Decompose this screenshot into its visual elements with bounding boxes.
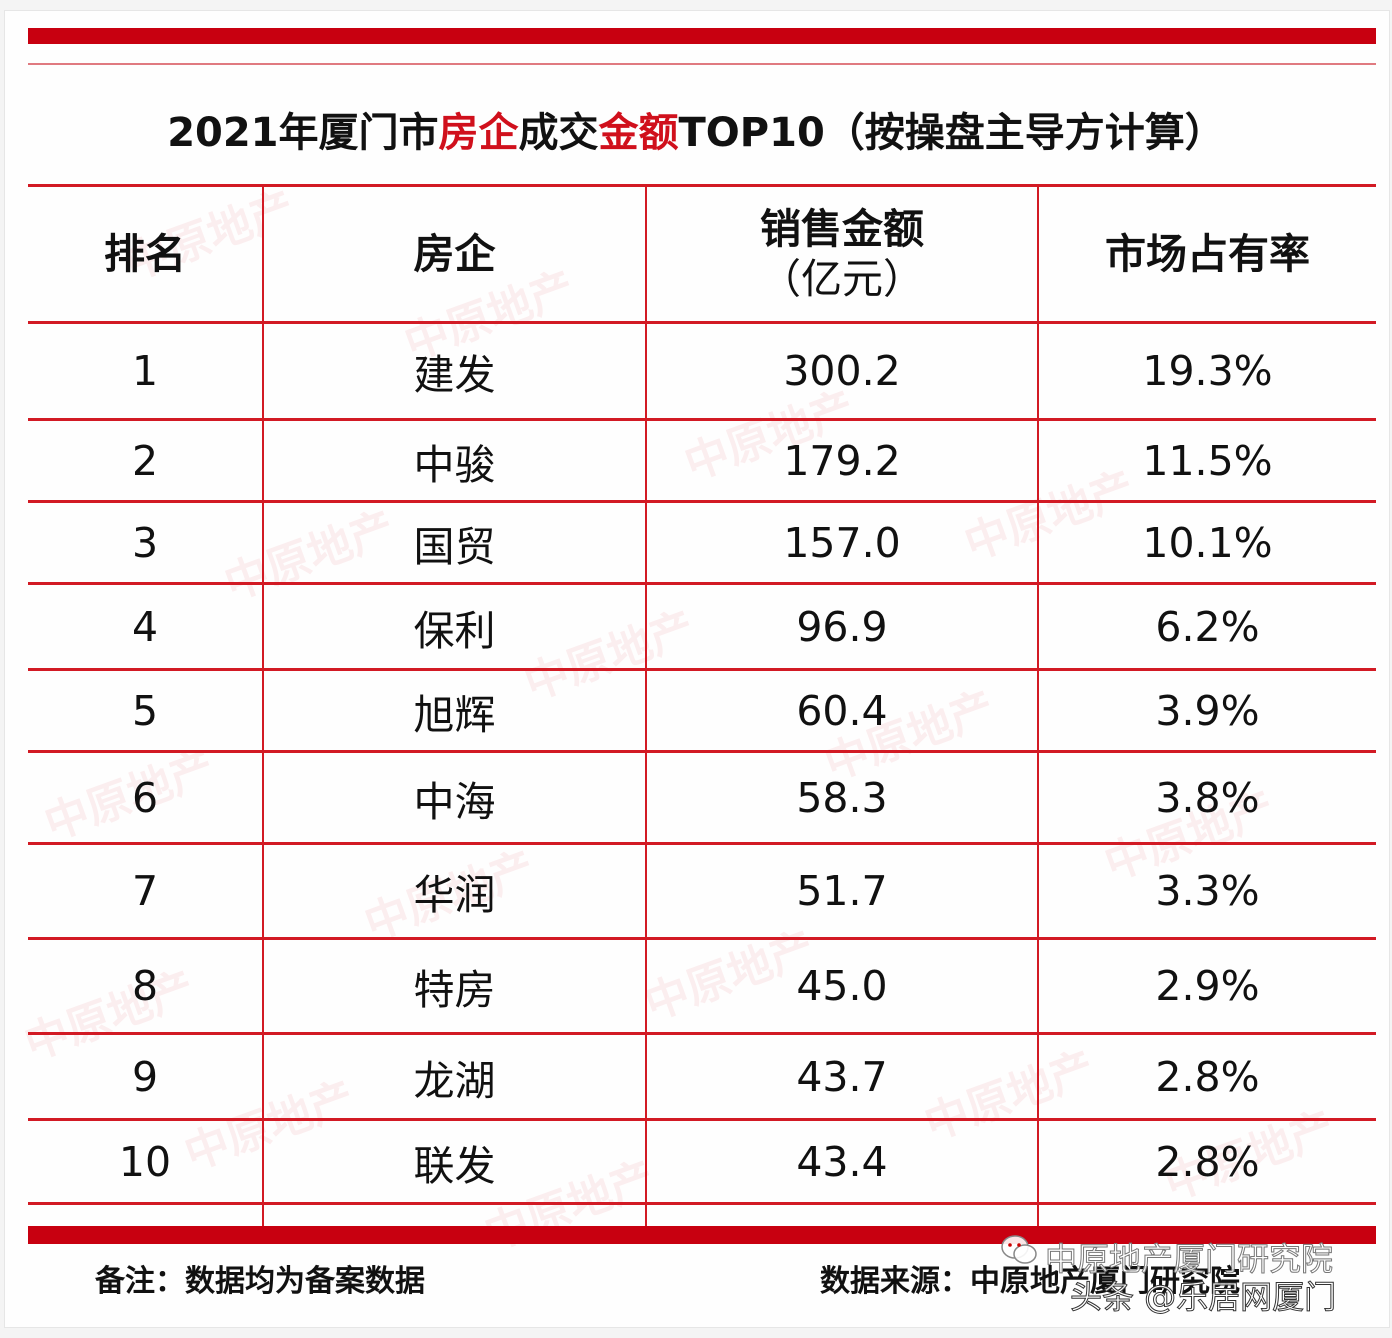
cell-company: 特房 — [262, 937, 646, 1034]
cell-amount: 43.7 — [645, 1032, 1038, 1120]
cell-amount: 300.2 — [645, 321, 1038, 420]
table-row: 6 中海 58.3 3.8% — [28, 750, 1376, 844]
cell-share: 3.3% — [1037, 842, 1376, 939]
watermark-org: 中原地产厦门研究院 — [1044, 1240, 1334, 1279]
cell-rank: 5 — [28, 668, 263, 752]
table-row: 4 保利 96.9 6.2% — [28, 582, 1376, 670]
top-red-bar — [28, 28, 1376, 44]
cell-company: 保利 — [262, 582, 646, 670]
table-row: 2 中骏 179.2 11.5% — [28, 418, 1376, 502]
cell-company: 国贸 — [262, 500, 646, 584]
ranking-table: 排名 房企 销售金额 （亿元） 市场占有率 1 建发 300.2 19.3% 2… — [28, 184, 1376, 1227]
cell-company: 联发 — [262, 1118, 646, 1204]
header-amount: 销售金额 （亿元） — [645, 184, 1038, 323]
cell-share: 3.8% — [1037, 750, 1376, 844]
table-row: 8 特房 45.0 2.9% — [28, 937, 1376, 1034]
title-part-2: 成交 — [518, 110, 599, 156]
cell-amount: 157.0 — [645, 500, 1038, 584]
wechat-icon — [1001, 1235, 1037, 1264]
table-row: 1 建发 300.2 19.3% — [28, 321, 1376, 420]
cell-amount: 58.3 — [645, 750, 1038, 844]
header-amount-line1: 销售金额 — [760, 205, 924, 253]
cell-company: 旭辉 — [262, 668, 646, 752]
cell-company: 华润 — [262, 842, 646, 939]
cell-company: 中骏 — [262, 418, 646, 502]
table-header-row: 排名 房企 销售金额 （亿元） 市场占有率 — [28, 184, 1376, 323]
cell-share: 10.1% — [1037, 500, 1376, 584]
table-row: 3 国贸 157.0 10.1% — [28, 500, 1376, 584]
title-highlight-company: 房企 — [438, 110, 519, 156]
header-share: 市场占有率 — [1037, 184, 1376, 323]
cell-share: 2.8% — [1037, 1032, 1376, 1120]
spacer-cell — [28, 1202, 263, 1227]
table-row: 7 华润 51.7 3.3% — [28, 842, 1376, 939]
cell-rank: 2 — [28, 418, 263, 502]
cell-rank: 7 — [28, 842, 263, 939]
watermark-toutiao: 头条 @乐居网厦门 — [1069, 1278, 1337, 1317]
header-rank: 排名 — [28, 184, 263, 323]
page-title: 2021年厦门市房企成交金额TOP10（按操盘主导方计算） — [0, 100, 1392, 158]
cell-company: 中海 — [262, 750, 646, 844]
cell-rank: 9 — [28, 1032, 263, 1120]
table-row: 5 旭辉 60.4 3.9% — [28, 668, 1376, 752]
spacer-cell — [1037, 1202, 1376, 1227]
header-amount-line2: （亿元） — [760, 255, 924, 303]
cell-share: 2.9% — [1037, 937, 1376, 1034]
cell-company: 龙湖 — [262, 1032, 646, 1120]
cell-amount: 45.0 — [645, 937, 1038, 1034]
spacer-cell — [262, 1202, 646, 1227]
table-row: 9 龙湖 43.7 2.8% — [28, 1032, 1376, 1120]
title-part-1: 2021年厦门市 — [167, 110, 439, 156]
cell-amount: 43.4 — [645, 1118, 1038, 1204]
cell-amount: 179.2 — [645, 418, 1038, 502]
cell-share: 19.3% — [1037, 321, 1376, 420]
table-row: 10 联发 43.4 2.8% — [28, 1118, 1376, 1204]
top-thin-rule — [28, 63, 1376, 65]
cell-share: 3.9% — [1037, 668, 1376, 752]
cell-rank: 4 — [28, 582, 263, 670]
cell-amount: 60.4 — [645, 668, 1038, 752]
title-highlight-amount: 金额 — [598, 110, 679, 156]
cell-amount: 96.9 — [645, 582, 1038, 670]
footer-source: 数据来源：中原地产厦门研究院 — [820, 1264, 1240, 1299]
header-company: 房企 — [262, 184, 646, 323]
cell-share: 11.5% — [1037, 418, 1376, 502]
cell-rank: 10 — [28, 1118, 263, 1204]
cell-company: 建发 — [262, 321, 646, 420]
footer-note: 备注：数据均为备案数据 — [95, 1264, 425, 1299]
cell-amount: 51.7 — [645, 842, 1038, 939]
table-spacer-row — [28, 1202, 1376, 1227]
cell-rank: 8 — [28, 937, 263, 1034]
bottom-red-bar — [28, 1226, 1376, 1244]
cell-share: 2.8% — [1037, 1118, 1376, 1204]
spacer-cell — [645, 1202, 1038, 1227]
cell-rank: 3 — [28, 500, 263, 584]
cell-rank: 6 — [28, 750, 263, 844]
cell-rank: 1 — [28, 321, 263, 420]
title-part-3: TOP10（按操盘主导方计算） — [678, 110, 1225, 156]
cell-share: 6.2% — [1037, 582, 1376, 670]
